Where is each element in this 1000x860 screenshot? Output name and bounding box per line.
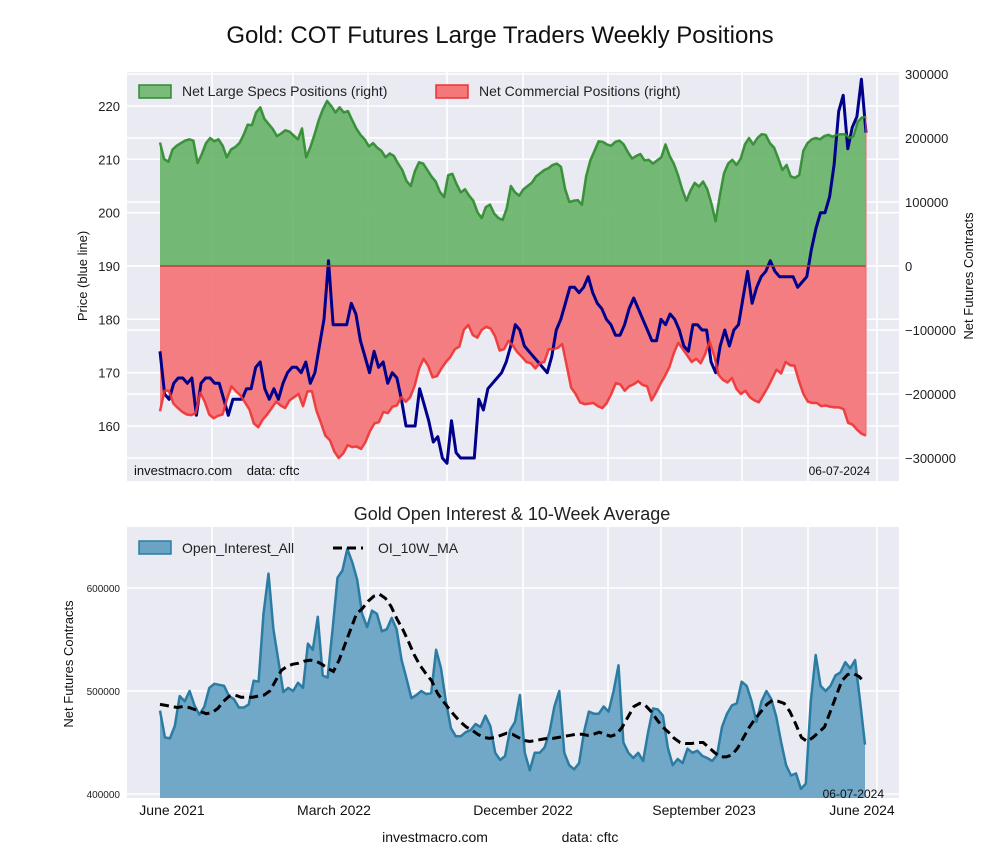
top-right-axis-ticks: −300000 −200000 −100000 0 100000 200000 300000: [905, 67, 956, 466]
top-left-tick-label: 170: [98, 366, 120, 381]
top-right-axis-label: Net Futures Contracts: [961, 212, 976, 340]
legend-swatch-commercial: [435, 84, 469, 99]
x-tick-label: June 2024: [829, 802, 895, 818]
top-left-axis-label: Price (blue line): [75, 231, 90, 321]
x-tick-label: September 2023: [652, 802, 756, 818]
legend-label-commercial: Net Commercial Positions (right): [479, 83, 681, 99]
x-tick-label: December 2022: [473, 802, 573, 818]
commercial-line: [158, 323, 867, 460]
top-left-tick-label: 190: [98, 259, 120, 274]
top-legend: Net Large Specs Positions (right) Net Co…: [138, 83, 681, 99]
chart-title: Gold: COT Futures Large Traders Weekly P…: [226, 22, 774, 49]
top-left-tick-label: 220: [98, 99, 120, 114]
top-left-tick-label: 180: [98, 312, 120, 327]
open-interest-area: [160, 548, 865, 798]
large-specs-area: [160, 100, 866, 267]
top-series: [158, 77, 868, 465]
top-watermark-annotation: investmacro.com data: cftc: [134, 463, 300, 478]
top-left-tick-label: 210: [98, 152, 120, 167]
top-left-tick-label: 200: [98, 206, 120, 221]
bottom-tick-label: 600000: [87, 584, 121, 595]
large-specs-line: [158, 99, 867, 223]
legend-label-moving-average: OI_10W_MA: [378, 540, 459, 556]
top-left-axis-ticks: 160 170 180 190 200 210 220: [98, 99, 120, 434]
x-tick-label: June 2021: [139, 802, 205, 818]
legend-swatch-open-interest: [138, 540, 172, 555]
bottom-date-annotation: 06-07-2024: [823, 787, 885, 801]
legend-swatch-large-specs: [138, 84, 172, 99]
price-line: [158, 77, 868, 465]
top-right-tick-label: −100000: [905, 323, 956, 338]
bottom-chart-title: Gold Open Interest & 10-Week Average: [354, 504, 671, 524]
bottom-tick-label: 400000: [87, 790, 121, 801]
x-tick-label: March 2022: [297, 802, 371, 818]
bottom-series: [158, 547, 867, 798]
open-interest-line: [158, 547, 867, 791]
top-right-tick-label: 200000: [905, 131, 948, 146]
bottom-axis-label: Net Futures Contracts: [61, 600, 76, 728]
top-right-tick-label: 100000: [905, 195, 948, 210]
top-right-tick-label: −300000: [905, 451, 956, 466]
legend-label-open-interest: Open_Interest_All: [182, 540, 294, 556]
top-date-annotation: 06-07-2024: [809, 464, 871, 478]
top-right-tick-label: 300000: [905, 67, 948, 82]
top-right-tick-label: 0: [905, 259, 912, 274]
bottom-axis-ticks: 400000 500000 600000: [87, 584, 121, 801]
bottom-legend: Open_Interest_All OI_10W_MA: [138, 540, 459, 556]
footer-site: investmacro.com: [382, 829, 488, 845]
top-left-tick-label: 160: [98, 419, 120, 434]
legend-label-large-specs: Net Large Specs Positions (right): [182, 83, 387, 99]
bottom-panel: 400000 500000 600000 June 2021 March 2022 De…: [61, 527, 899, 818]
bottom-tick-label: 500000: [87, 687, 121, 698]
moving-average-line: [159, 592, 867, 759]
top-panel: 160 170 180 190 200 210 220 −300000 −200000 −100…: [75, 67, 976, 481]
top-right-tick-label: −200000: [905, 387, 956, 402]
bottom-x-axis-ticks: June 2021 March 2022 December 2022 Septembe…: [139, 802, 895, 818]
footer-source: data: cftc: [562, 829, 619, 845]
commercial-area: [160, 266, 866, 458]
